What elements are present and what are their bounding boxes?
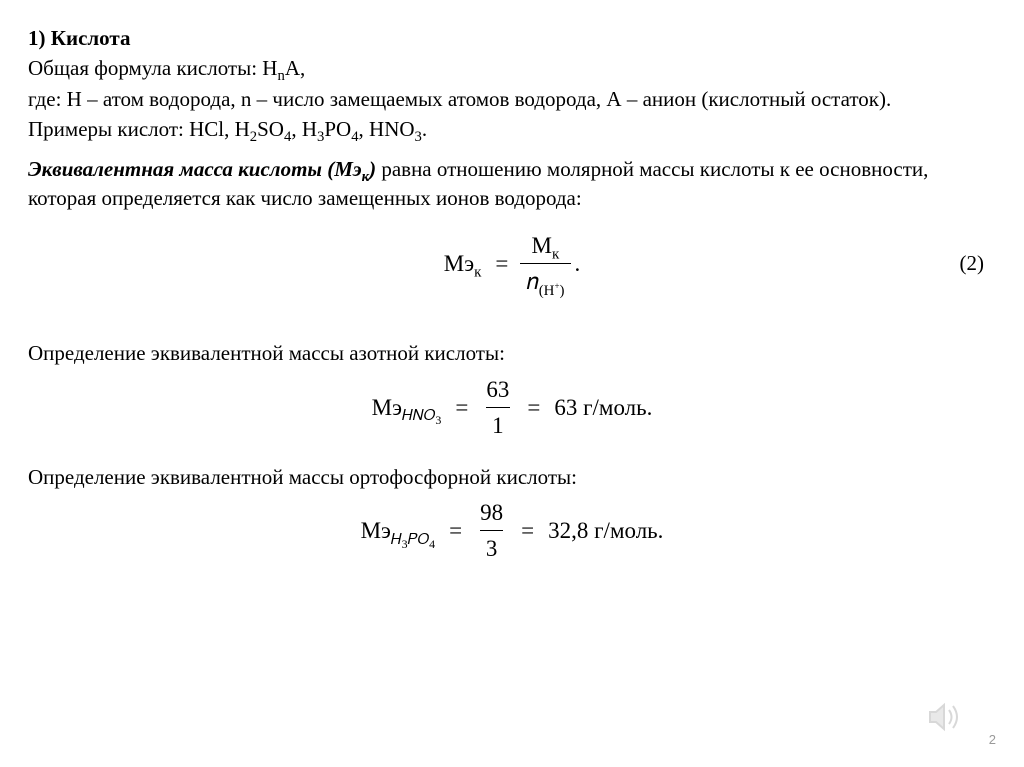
equation-1-row: Мэк = Мк 𝑛(H+) . (2) bbox=[28, 230, 996, 297]
fraction: 98 3 bbox=[474, 497, 509, 564]
subsub: 4 bbox=[429, 537, 435, 551]
text: Мэ bbox=[444, 251, 474, 276]
period: . bbox=[575, 248, 581, 279]
lhs: Мэк bbox=[444, 248, 482, 279]
speaker-icon bbox=[924, 697, 964, 737]
equals: = bbox=[521, 515, 534, 546]
sub: к bbox=[552, 247, 559, 263]
heading-1: 1) Кислота bbox=[28, 24, 996, 52]
denominator: 𝑛(H+) bbox=[520, 263, 570, 297]
text: (H bbox=[539, 283, 555, 299]
text: ) bbox=[560, 283, 565, 299]
lhs: Мэ𝐻𝑁𝑂3 bbox=[372, 392, 442, 423]
equation-1: Мэк = Мк 𝑛(H+) . bbox=[444, 230, 581, 297]
equation-3: Мэ𝐻3𝑃𝑂4 = 98 3 = 32,8 г/моль. bbox=[361, 497, 664, 564]
text: . bbox=[422, 117, 427, 141]
sub: к bbox=[474, 265, 481, 281]
equals: = bbox=[455, 392, 468, 423]
line-h3po4: Определение эквивалентной массы ортофосф… bbox=[28, 463, 996, 491]
definition-equiv-mass: Эквивалентная масса кислоты (Мэк) равна … bbox=[28, 155, 996, 212]
term: Эквивалентная масса кислоты (Мэк) bbox=[28, 157, 376, 181]
text: Примеры кислот: HCl, H bbox=[28, 117, 250, 141]
equation-number: (2) bbox=[960, 249, 985, 277]
equation-3-row: Мэ𝐻3𝑃𝑂4 = 98 3 = 32,8 г/моль. bbox=[28, 497, 996, 564]
sub: 𝐻3𝑃𝑂4 bbox=[391, 532, 435, 548]
sub: 𝐻𝑁𝑂3 bbox=[402, 408, 441, 424]
denominator: 1 bbox=[486, 407, 510, 441]
text: Мэ bbox=[372, 395, 402, 420]
line-where: где: Н – атом водорода, n – число замеща… bbox=[28, 85, 996, 113]
text: Мэ bbox=[361, 518, 391, 543]
equation-2: Мэ𝐻𝑁𝑂3 = 63 1 = 63 г/моль. bbox=[372, 374, 653, 441]
heading-1-text: 1) Кислота bbox=[28, 26, 130, 50]
equation-2-row: Мэ𝐻𝑁𝑂3 = 63 1 = 63 г/моль. bbox=[28, 374, 996, 441]
sub: 4 bbox=[351, 129, 358, 145]
equals: = bbox=[495, 248, 508, 279]
text: , HNO bbox=[359, 117, 415, 141]
text: PO bbox=[324, 117, 351, 141]
sub: к bbox=[362, 170, 369, 186]
line-examples: Примеры кислот: HCl, H2SO4, H3PO4, HNO3. bbox=[28, 115, 996, 143]
denominator: 3 bbox=[480, 530, 504, 564]
text: Эквивалентная масса кислоты (Мэ bbox=[28, 157, 362, 181]
numerator: 63 bbox=[480, 374, 515, 407]
lhs: Мэ𝐻3𝑃𝑂4 bbox=[361, 515, 436, 546]
text: 𝐻 bbox=[391, 532, 402, 548]
numerator: 98 bbox=[474, 497, 509, 530]
text: 𝑃𝑂 bbox=[408, 532, 430, 548]
rhs: 32,8 г/моль. bbox=[548, 515, 663, 546]
rhs: 63 г/моль. bbox=[554, 392, 652, 423]
text: A, bbox=[285, 56, 305, 80]
equals: = bbox=[527, 392, 540, 423]
text: SO bbox=[257, 117, 284, 141]
text: , H bbox=[291, 117, 317, 141]
numerator: Мк bbox=[526, 230, 566, 263]
fraction: 63 1 bbox=[480, 374, 515, 441]
sub: (H+) bbox=[539, 283, 565, 299]
sub: n bbox=[277, 69, 284, 85]
page-number: 2 bbox=[989, 731, 996, 749]
subsub: 3 bbox=[435, 413, 441, 427]
text: М bbox=[532, 233, 552, 258]
equals: = bbox=[449, 515, 462, 546]
line-hno3: Определение эквивалентной массы азотной … bbox=[28, 339, 996, 367]
line-formula-general: Общая формула кислоты: HnA, bbox=[28, 54, 996, 82]
fraction: Мк 𝑛(H+) bbox=[520, 230, 570, 297]
text: Общая формула кислоты: H bbox=[28, 56, 277, 80]
text: 𝑛 bbox=[526, 269, 538, 294]
sub: 3 bbox=[415, 129, 422, 145]
text: 𝐻𝑁𝑂 bbox=[402, 408, 435, 424]
